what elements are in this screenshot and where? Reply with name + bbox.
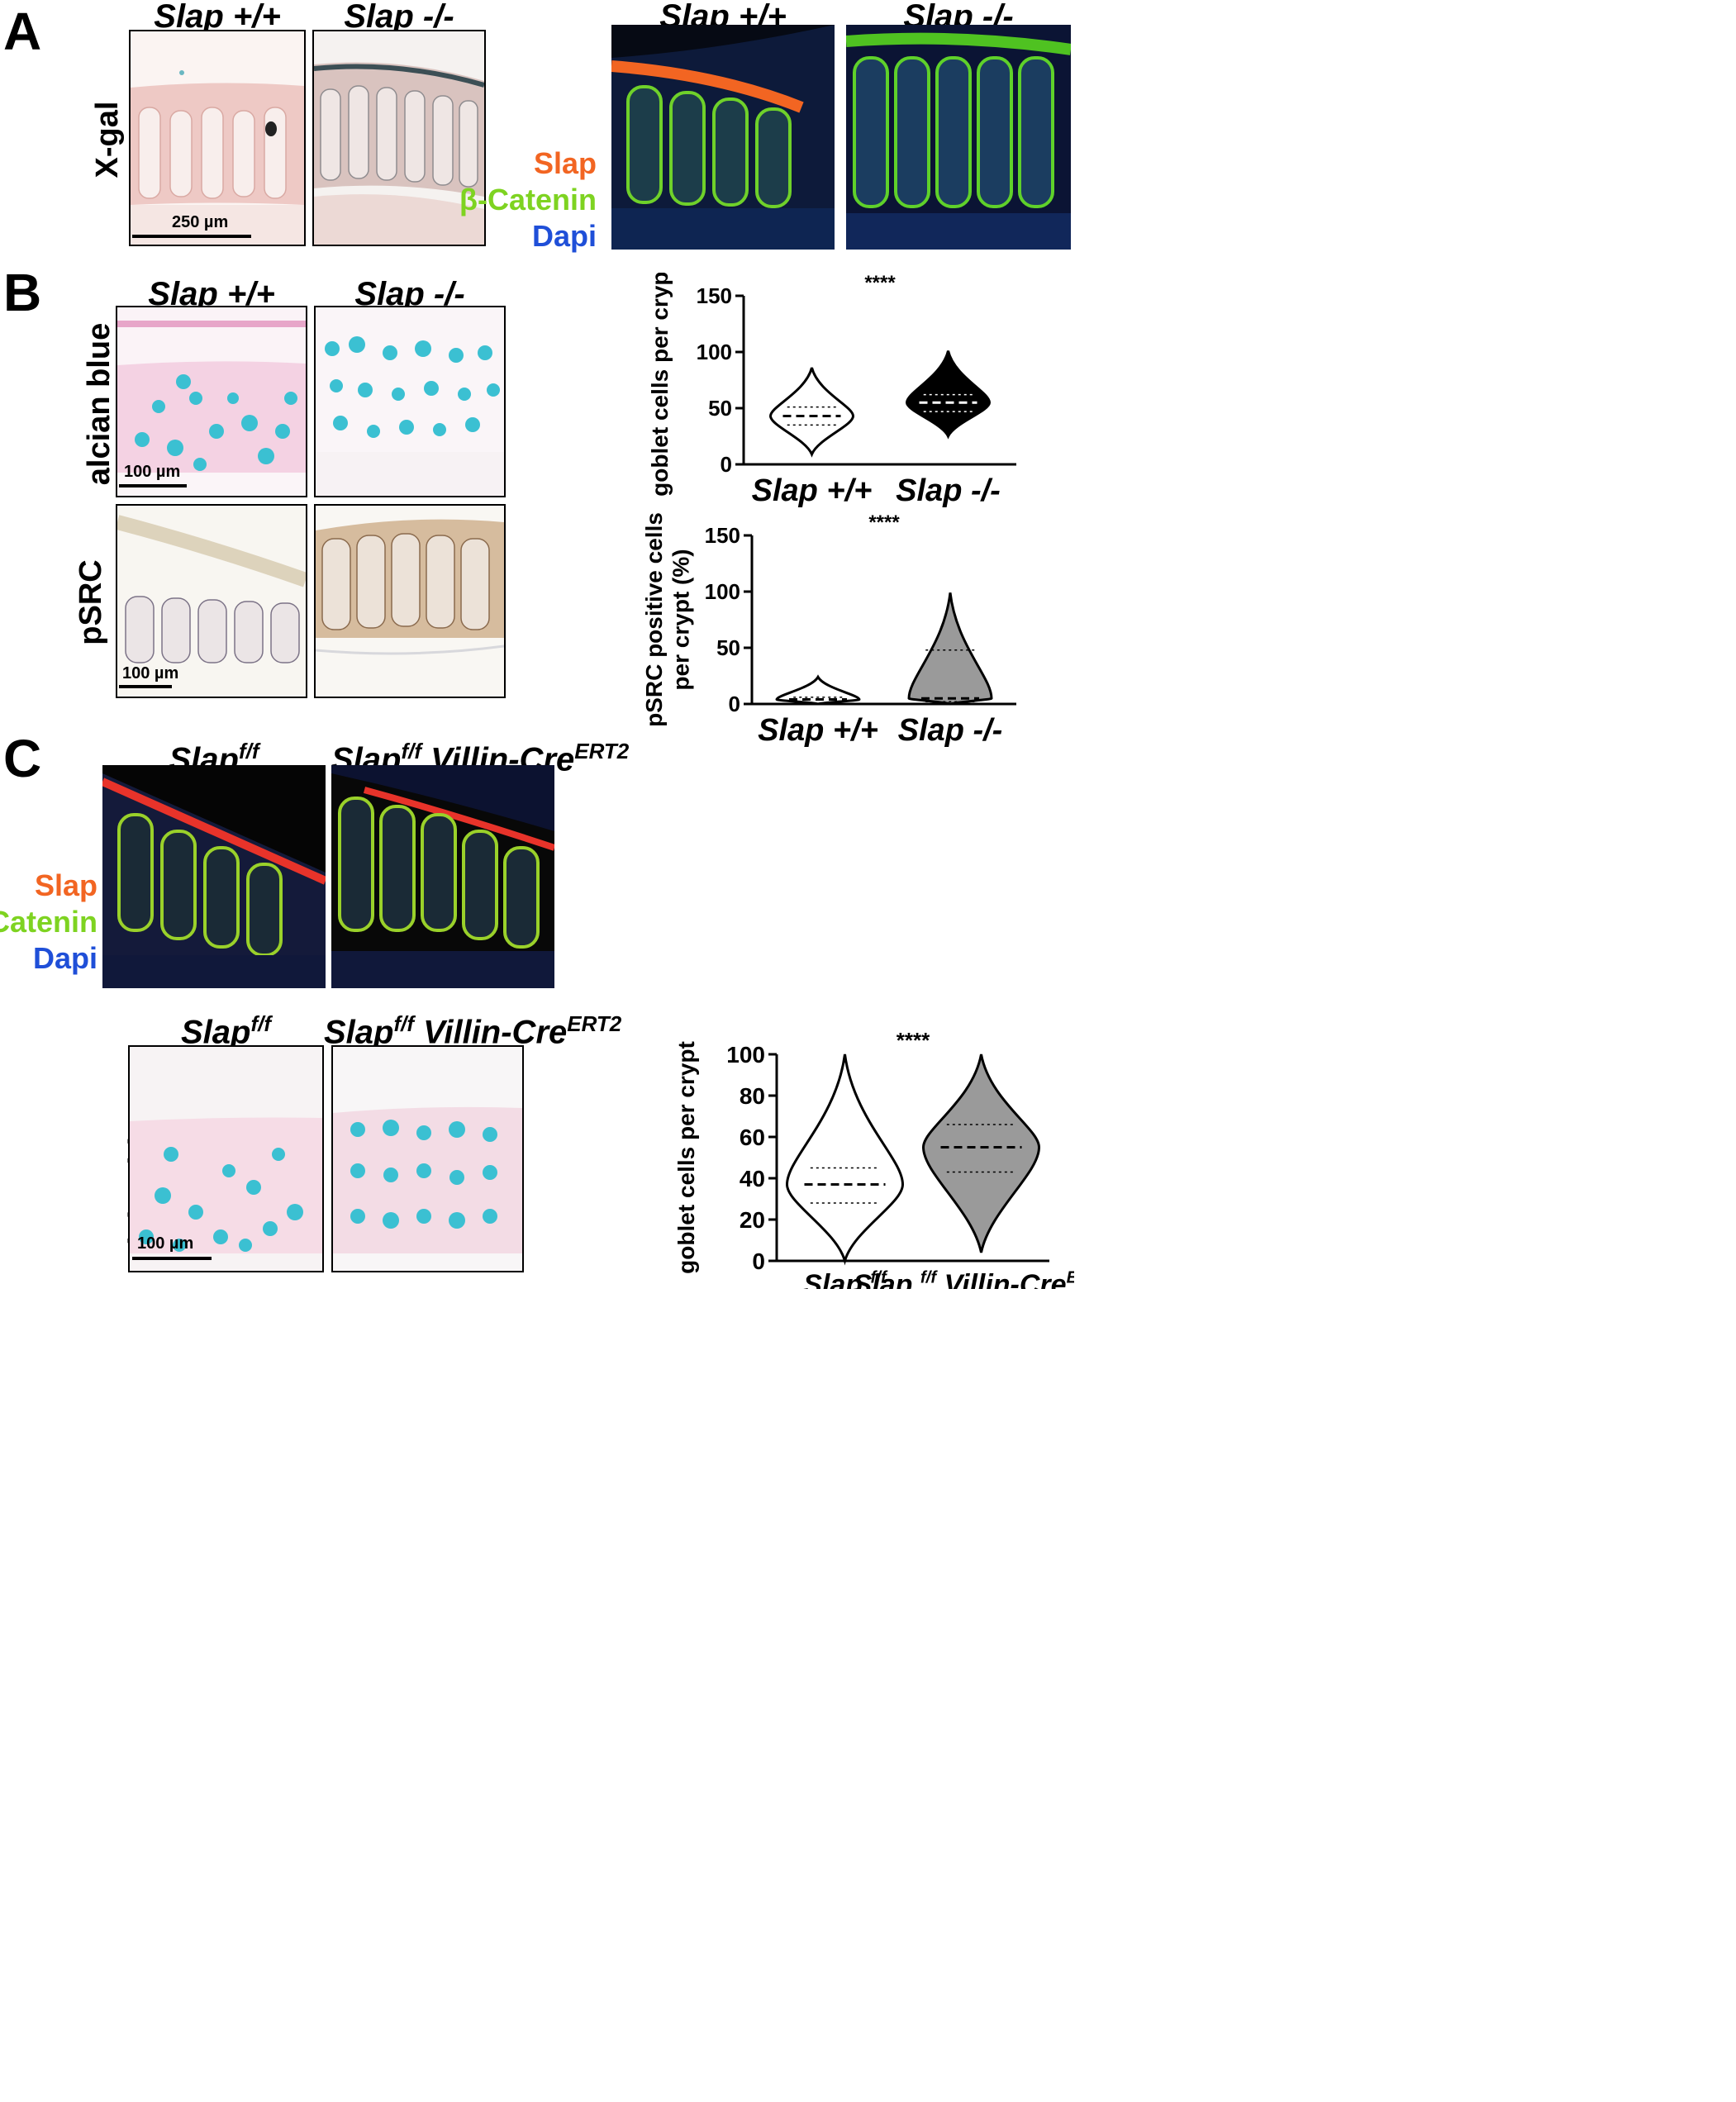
alcian-c-ff-image: [128, 1045, 324, 1272]
panel-a-channel-slap: Slap: [533, 146, 597, 180]
panel-letter-a: A: [3, 2, 42, 61]
significance-label: ****: [897, 1028, 930, 1053]
x-category-label-2: Slap f/f Villin-CreERT2: [854, 1268, 1074, 1289]
fluor-a-wt-image: [611, 25, 835, 250]
violin-shape-2: [921, 1053, 1041, 1253]
fluor-a-ko-image: [846, 25, 1071, 250]
x-category-label-part: f/f: [871, 1268, 888, 1286]
panel-c-channel-dapi: Dapi: [32, 941, 98, 975]
panel-c-alcian-title-ff-base: Slap: [180, 1014, 251, 1051]
alcian-wt-image: [116, 306, 307, 497]
panel-a-row-label-xgal: X-gal: [90, 101, 125, 178]
y-axis-label-line: per crypt (%): [668, 549, 693, 690]
violin-shape-2: [907, 592, 993, 706]
y-tick-label: 50: [708, 396, 732, 421]
xgal-scale-text: 250 µm: [172, 213, 229, 231]
psrc-b-scale-text: 100 µm: [122, 664, 179, 682]
y-tick-label: 0: [752, 1248, 765, 1274]
x-category-label-2: Slap -/-: [898, 713, 1003, 748]
panel-c-title-cre-sup: f/f: [401, 739, 422, 763]
panel-b-row-label-alcian: alcian blue: [82, 322, 117, 486]
y-tick-label: 60: [740, 1125, 765, 1150]
y-axis-label: goblet cells per crypt: [647, 273, 673, 497]
x-category-label-1: Slap +/+: [752, 473, 873, 508]
panel-c-alcian-title-cre: Slapf/f Villin-CreERT2: [324, 1011, 621, 1051]
panel-b-title-wt: Slap +/+: [148, 276, 275, 312]
panel-letter-c: C: [3, 729, 42, 788]
fluor-c-ff-image: [102, 765, 326, 988]
x-category-label-part: Slap: [803, 1269, 870, 1289]
violin-shape-1: [768, 367, 855, 458]
y-axis-label: goblet cells per crypt: [673, 1041, 699, 1274]
panel-c-channel-bcatenin: β-Catenin: [0, 905, 98, 939]
panel-c-title-cre-ert2: ERT2: [574, 739, 630, 763]
y-tick-label: 40: [740, 1166, 765, 1191]
panel-c-channel-slap: Slap: [34, 868, 98, 902]
violin-shape-1: [785, 1053, 905, 1266]
x-category-label-2: Slap -/-: [896, 473, 1001, 508]
x-category-label-1: Slap +/+: [758, 713, 878, 748]
x-category-label-1: Slap f/f: [803, 1268, 888, 1289]
panel-a-channel-bcatenin: β-Catenin: [459, 183, 597, 216]
y-tick-label: 20: [740, 1207, 765, 1233]
panel-a-channel-dapi: Dapi: [531, 219, 597, 253]
panel-a-title-ko: Slap -/-: [344, 0, 454, 35]
fluor-c-cre-image: [331, 765, 554, 988]
psrc-b-scale-bar: [119, 685, 172, 688]
y-tick-label: 150: [697, 283, 732, 308]
y-tick-label: 100: [705, 579, 740, 604]
xgal-ko-image: [312, 30, 486, 246]
x-category-label-part: f/f: [920, 1268, 938, 1286]
y-tick-label: 50: [716, 635, 740, 660]
panel-c-alcian-title-cre-base: Slap: [324, 1014, 394, 1051]
significance-label: ****: [868, 512, 900, 534]
panel-a-title-wt: Slap +/+: [154, 0, 281, 35]
violin-shape-2: [905, 350, 992, 440]
y-tick-label: 80: [740, 1083, 765, 1109]
alcian-b-scale-bar: [119, 484, 187, 487]
panel-b-row-label-psrc: pSRC: [74, 559, 108, 645]
xgal-scale-bar: [132, 235, 251, 238]
y-tick-label: 150: [705, 523, 740, 548]
y-tick-label: 100: [726, 1042, 765, 1068]
alcian-c-scale-text: 100 µm: [137, 1234, 194, 1253]
panel-c-alcian-title-ff-sup: f/f: [250, 1011, 272, 1036]
panel-c-title-ff-sup: f/f: [238, 739, 259, 763]
alcian-c-scale-bar: [132, 1257, 212, 1260]
panel-c-alcian-title-cre-villin: Villin-Cre: [423, 1014, 568, 1051]
y-tick-label: 0: [721, 452, 732, 477]
xgal-wt-image: [129, 30, 306, 246]
panel-c-alcian-title-cre-sup: f/f: [393, 1011, 415, 1036]
psrc-wt-image: [116, 504, 307, 698]
alcian-b-scale-text: 100 µm: [124, 463, 181, 481]
x-category-label-part: Slap: [854, 1269, 920, 1289]
psrc-ko-image: [314, 504, 506, 698]
panel-c-alcian-title-cre-ert2: ERT2: [567, 1011, 622, 1036]
alcian-c-cre-image: [331, 1045, 524, 1272]
y-tick-label: 0: [729, 692, 740, 716]
panel-b-title-ko: Slap -/-: [354, 276, 465, 312]
chart-goblet-c: 0 20 40 60 80 100 goblet cells per crypt **** Sl…: [673, 1028, 1074, 1289]
chart-goblet-b: 0 50 100 150 goblet cells per crypt **** Slap …: [647, 273, 1016, 508]
alcian-ko-image: [314, 306, 506, 497]
panel-c-alcian-title-ff: Slapf/f: [128, 1013, 324, 1049]
significance-label: ****: [864, 273, 896, 294]
chart-psrc-b: 0 50 100 150 pSRC positive cells per crypt (%…: [641, 512, 1016, 748]
x-category-label-part: Villin-Cre: [936, 1269, 1066, 1289]
x-category-label-part: ERT2: [1067, 1268, 1074, 1286]
y-tick-label: 100: [697, 340, 732, 364]
y-axis-label-line: pSRC positive cells: [641, 512, 667, 727]
panel-letter-b: B: [3, 263, 42, 322]
